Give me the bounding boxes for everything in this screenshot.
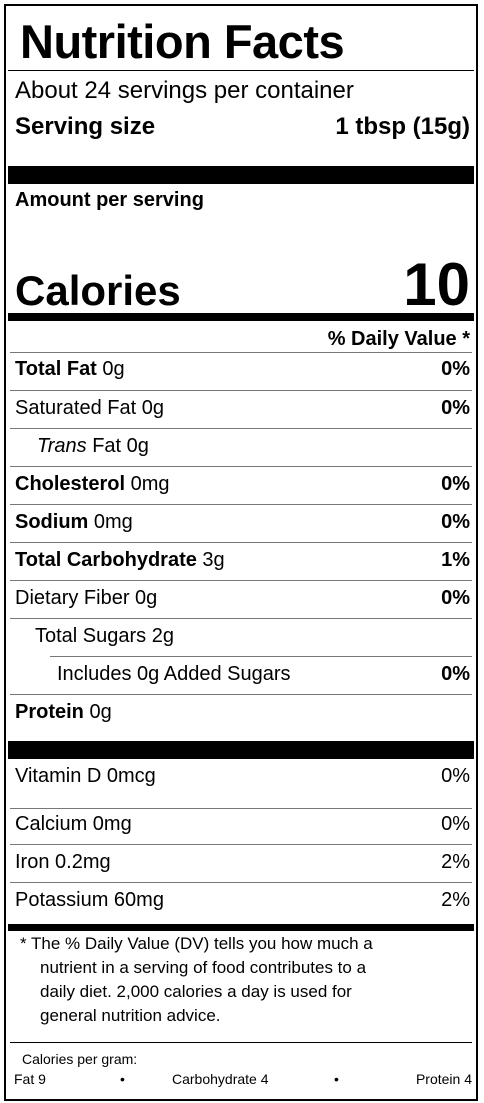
nutrient-row-protein: Protein 0g [15, 697, 470, 727]
vitamin-name: Iron 0.2mg [15, 851, 111, 873]
vitamin-dv: 0% [441, 765, 470, 787]
fat-per-gram: Fat 9 [14, 1071, 46, 1087]
row-divider [10, 466, 472, 467]
nutrient-name: Saturated Fat 0g [15, 397, 164, 419]
nutrient-name: Sodium 0mg [15, 511, 133, 533]
nutrient-name: Dietary Fiber 0g [15, 587, 158, 609]
calories-divider [8, 313, 474, 321]
vitamin-row-calcium: Calcium 0mg 0% [15, 809, 470, 839]
title-divider [8, 70, 474, 71]
nutrient-row-trans-fat: Trans Fat 0g [15, 431, 470, 461]
vitamin-dv: 2% [441, 851, 470, 873]
thick-divider-top [8, 166, 474, 184]
calories-per-gram-divider [10, 1042, 472, 1043]
vitamin-dv: 2% [441, 889, 470, 911]
nutrient-row-total-carbohydrate: Total Carbohydrate 3g 1% [15, 545, 470, 575]
nutrition-label: Nutrition Facts About 24 servings per co… [4, 4, 478, 1101]
nutrient-name: Includes 0g Added Sugars [57, 663, 291, 685]
vitamin-row-vitamin-d: Vitamin D 0mcg 0% [15, 761, 470, 791]
amount-per-serving: Amount per serving [15, 189, 204, 211]
vitamin-name: Potassium 60mg [15, 889, 164, 911]
nutrient-row-dietary-fiber: Dietary Fiber 0g 0% [15, 583, 470, 613]
row-divider [10, 352, 472, 353]
nutrient-row-sodium: Sodium 0mg 0% [15, 507, 470, 537]
nutrient-name: Trans Fat 0g [37, 435, 149, 457]
calories-label: Calories [15, 267, 181, 314]
nutrient-name: Cholesterol 0mg [15, 473, 170, 495]
nutrient-row-cholesterol: Cholesterol 0mg 0% [15, 469, 470, 499]
nutrient-row-saturated-fat: Saturated Fat 0g 0% [15, 393, 470, 423]
nutrient-name: Protein 0g [15, 701, 112, 723]
nutrient-row-total-fat: Total Fat 0g 0% [15, 354, 470, 384]
row-divider [10, 694, 472, 695]
row-divider [10, 542, 472, 543]
protein-per-gram: Protein 4 [415, 1071, 472, 1087]
bullet-separator: • [120, 1071, 125, 1087]
nutrient-dv: 0% [441, 473, 470, 495]
servings-per-container: About 24 servings per container [15, 77, 354, 104]
vitamin-dv: 0% [441, 813, 470, 835]
footnote-divider [8, 924, 474, 931]
carbohydrate-per-gram: Carbohydrate 4 [172, 1071, 269, 1087]
serving-size-value: 1 tbsp (15g) [335, 113, 470, 140]
calories-per-gram-label: Calories per gram: [22, 1051, 138, 1067]
serving-size-label: Serving size [15, 113, 156, 140]
row-divider [10, 390, 472, 391]
nutrient-name: Total Sugars 2g [35, 625, 174, 647]
row-divider [50, 656, 472, 657]
nutrient-name: Total Fat 0g [15, 358, 125, 380]
nutrient-dv: 0% [441, 358, 470, 380]
footnote-line: * The % Daily Value (DV) tells you how m… [20, 934, 373, 953]
nutrient-dv: 1% [441, 549, 470, 571]
nutrient-name: Total Carbohydrate 3g [15, 549, 225, 571]
footnote-line: general nutrition advice. [40, 1006, 221, 1025]
nutrient-dv: 0% [441, 663, 470, 685]
calories-value: 10 [403, 251, 470, 318]
row-divider [10, 580, 472, 581]
vitamin-name: Calcium 0mg [15, 813, 132, 835]
row-divider [10, 808, 472, 809]
thick-divider-vitamins [8, 741, 474, 759]
footnote-line: daily diet. 2,000 calories a day is used… [40, 982, 352, 1001]
nutrient-dv: 0% [441, 587, 470, 609]
row-divider [10, 428, 472, 429]
nutrient-row-total-sugars: Total Sugars 2g [15, 621, 470, 651]
label-title: Nutrition Facts [20, 15, 345, 68]
nutrient-row-added-sugars: Includes 0g Added Sugars 0% [15, 659, 470, 689]
footnote-line: nutrient in a serving of food contribute… [40, 958, 367, 977]
row-divider [10, 882, 472, 883]
daily-value-footnote: * The % Daily Value (DV) tells you how m… [20, 932, 440, 1028]
nutrient-dv: 0% [441, 397, 470, 419]
row-divider [10, 504, 472, 505]
daily-value-header: % Daily Value * [327, 328, 470, 350]
vitamin-row-potassium: Potassium 60mg 2% [15, 885, 470, 915]
row-divider [10, 618, 472, 619]
nutrient-dv: 0% [441, 511, 470, 533]
vitamin-row-iron: Iron 0.2mg 2% [15, 847, 470, 877]
vitamin-name: Vitamin D 0mcg [15, 765, 156, 787]
bullet-separator: • [334, 1071, 339, 1087]
row-divider [10, 844, 472, 845]
